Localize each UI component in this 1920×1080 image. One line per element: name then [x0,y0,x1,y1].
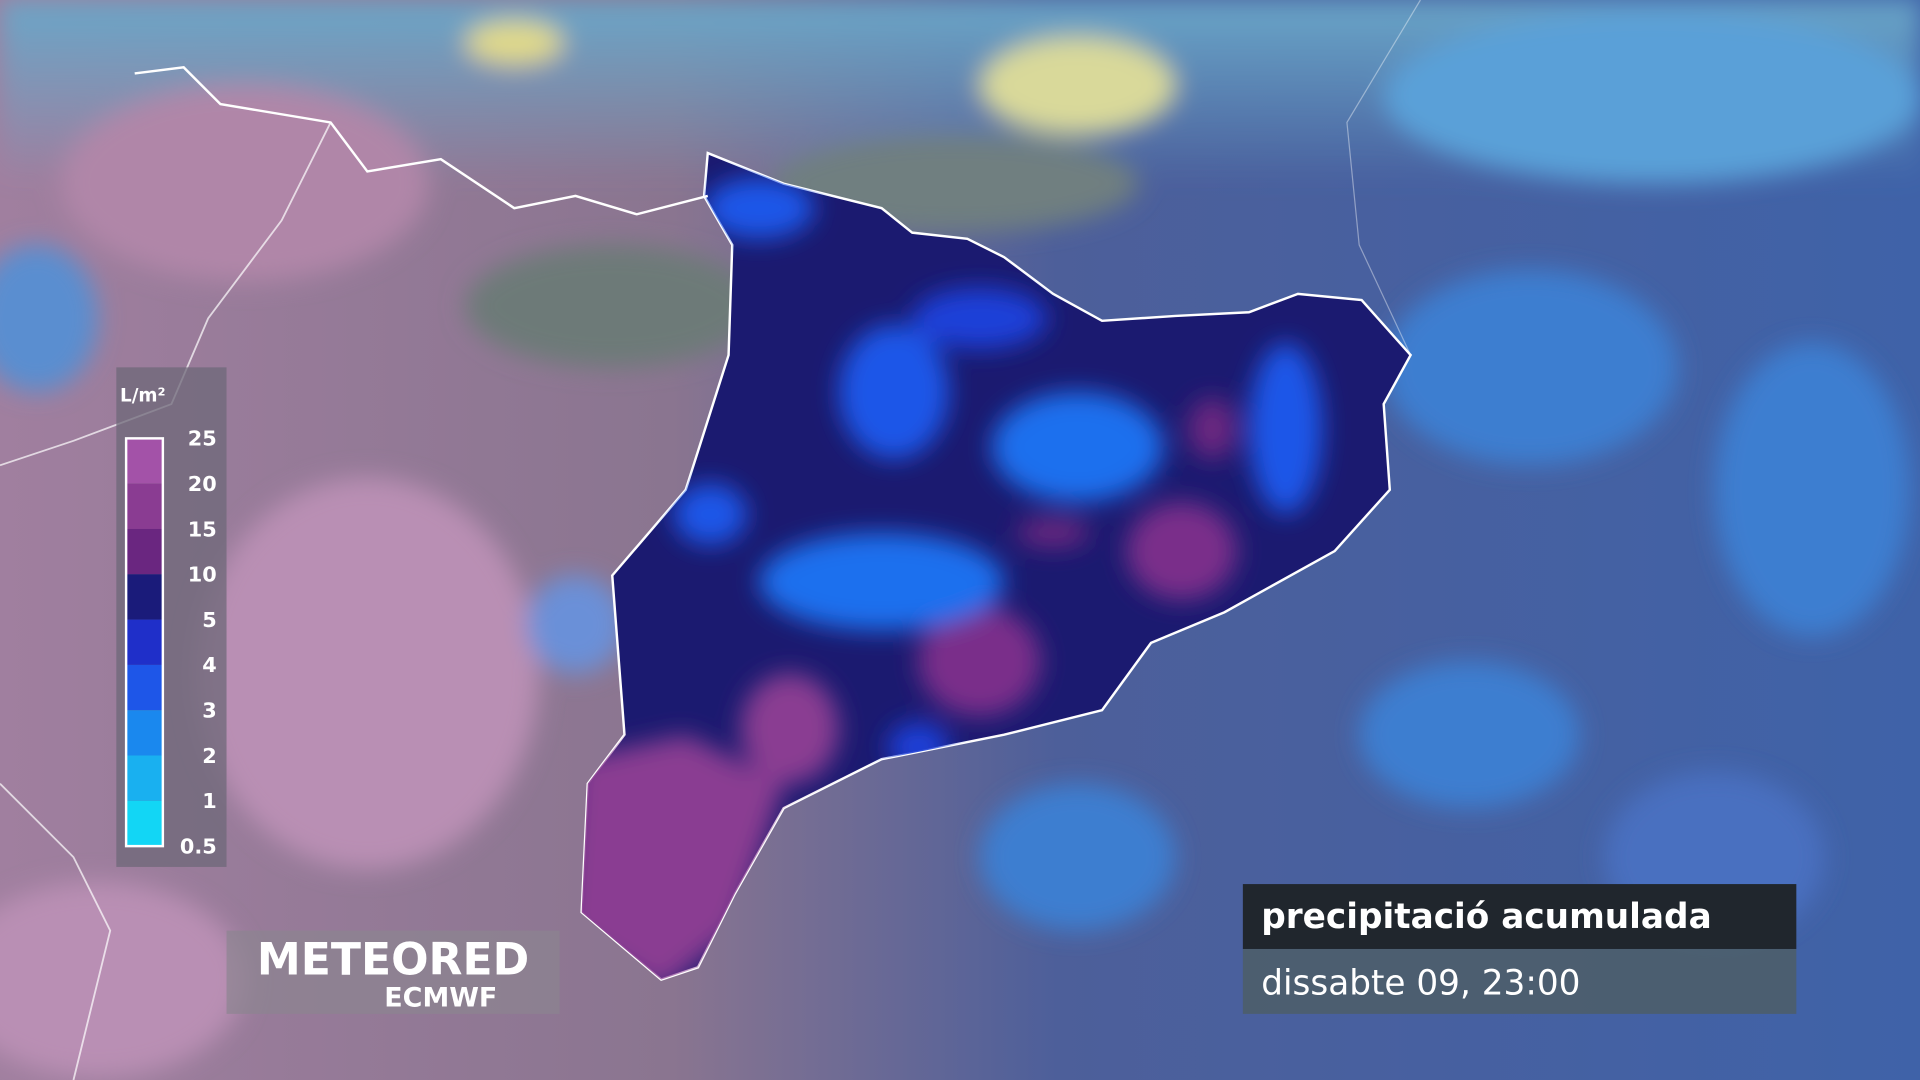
border [134,66,709,216]
legend-label: 10 [188,563,217,587]
logo-source: ECMWF [384,983,497,1014]
legend-swatch [126,574,163,620]
legend-swatch [126,438,163,484]
legend: L/m² 25 20 15 10 5 4 3 2 1 0.5 [116,367,227,867]
legend-label: 5 [202,608,216,632]
legend-label: 20 [188,472,217,496]
legend-unit: L/m² [120,386,166,407]
legend-label: 3 [202,699,216,723]
legend-swatch [126,800,163,847]
legend-bar-outline [124,437,165,848]
legend-swatch [126,755,163,801]
caption-title-panel [1242,884,1797,949]
legend-label: 0.5 [180,834,217,858]
legend-label: 15 [188,517,217,541]
caption: precipitació acumulada dissabte 09, 23:0… [1242,884,1797,1014]
logo-panel [226,930,560,1014]
logo: METEORED ECMWF [226,930,560,1014]
legend-swatch [126,619,163,665]
legend-label: 25 [188,427,217,451]
caption-title: precipitació acumulada [1261,897,1711,937]
legend-swatch [126,483,163,529]
legend-label: 2 [202,744,216,768]
legend-swatch [126,710,163,756]
caption-time-panel [1242,948,1797,1014]
border [0,783,112,1080]
caption-time: dissabte 09, 23:00 [1261,963,1580,1003]
coastline [1346,0,1421,356]
logo-brand: METEORED [257,935,529,986]
legend-swatch [126,664,163,711]
legend-swatch [126,528,163,575]
legend-label: 1 [202,789,216,813]
legend-label: 4 [202,653,216,677]
border [0,122,332,467]
